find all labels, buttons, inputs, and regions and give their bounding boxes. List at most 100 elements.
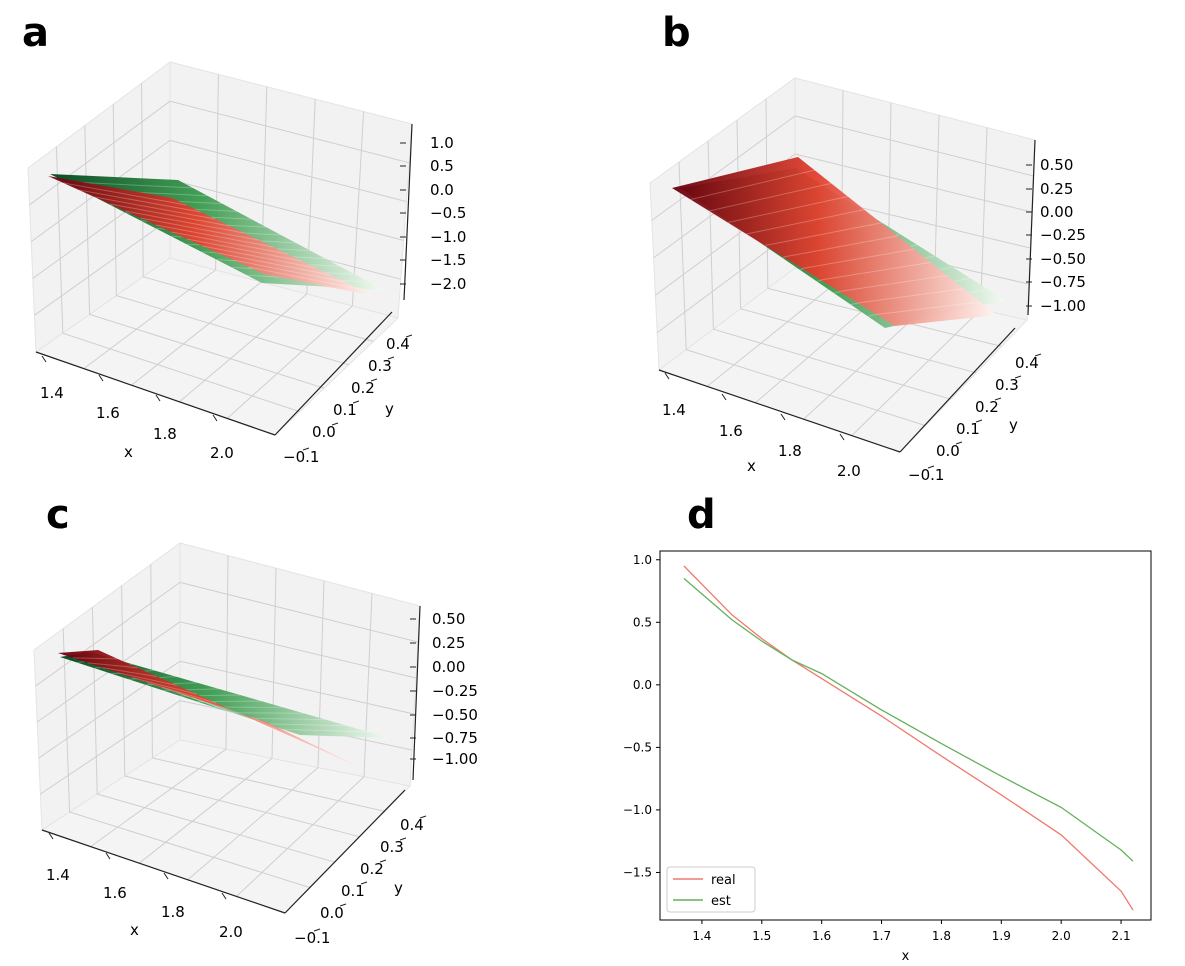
x-tick-label: 1.6 (719, 422, 743, 440)
y-tick-mark (399, 837, 407, 841)
est-facet-line (231, 712, 305, 714)
y-tick-label: 0.3 (368, 357, 392, 375)
grid-line (62, 332, 300, 413)
panel-a-surface-plot: 1.4 1.6 1.8 2.0 x −0.1 0.0 0.1 0.2 0.3 0.4 y 1.0 0.5 0… (27, 61, 466, 466)
y-tick-label: 0.0 (320, 904, 344, 922)
x-axis-label: x (902, 949, 910, 964)
x-tick-label: 1.9 (992, 929, 1011, 943)
real-facet-line (746, 209, 865, 235)
grid-line (706, 278, 842, 387)
z-tick-label: 0.25 (432, 634, 465, 652)
grid-line (83, 269, 216, 370)
y-tick-mark (352, 400, 360, 404)
z-tick-label: −0.25 (432, 682, 478, 700)
real-facet-line (147, 682, 217, 704)
real-facet-line (801, 248, 915, 269)
grid-line (851, 309, 981, 436)
z-tick-label: 0.00 (432, 658, 465, 676)
x-tick-label: 1.8 (153, 425, 177, 443)
real-facet-line (857, 288, 964, 304)
x-axis-label: x (130, 921, 139, 939)
grid-line (35, 581, 181, 687)
z-tick-label: 0.50 (432, 610, 465, 628)
y-tick-mark (339, 903, 347, 907)
y-tick-mark (331, 422, 339, 426)
y-tick-mark (994, 397, 1002, 401)
y-tick-mark (379, 859, 387, 863)
real-facet-line (87, 662, 138, 669)
grid-line (124, 775, 361, 838)
grid-line (131, 281, 262, 386)
x-axis-label: x (124, 443, 133, 461)
real-facet-line (764, 222, 882, 246)
x-axis-line (41, 829, 286, 914)
grid-line (29, 100, 171, 206)
z-tick-label: −1.5 (430, 251, 466, 269)
y-tick-mark (1014, 375, 1022, 379)
z-tick-label: −1.0 (430, 228, 466, 246)
y-tick-label: 0.4 (1015, 354, 1039, 372)
z-axis-line (1027, 139, 1036, 316)
real-facet-line (221, 706, 316, 748)
x-tick-label: 2.0 (837, 462, 861, 480)
real-facet-line (217, 252, 331, 276)
grid-line (980, 127, 988, 310)
y-axis-label: y (385, 400, 394, 418)
real-surface (58, 650, 374, 774)
y-tick-mark (313, 928, 321, 932)
grid-line (169, 139, 407, 203)
grid-line (152, 757, 386, 812)
y-tick-label: 0.0 (936, 442, 960, 460)
real-facet-line (102, 667, 158, 678)
x-tick-label: 1.4 (40, 384, 64, 402)
real-facet-line (783, 235, 898, 258)
real-facet-line (839, 275, 948, 292)
y-tick-mark (370, 378, 378, 382)
real-facet-line (63, 182, 187, 206)
x-tick-mark (212, 414, 218, 422)
est-facet-line (265, 723, 348, 727)
grid-line (794, 115, 1034, 177)
y-tick-label: 0.1 (341, 882, 365, 900)
y-axis-line (899, 327, 1016, 453)
grid-line (678, 161, 687, 350)
x-axis-line (658, 369, 901, 453)
real-facet-line (250, 716, 355, 766)
x-tick-mark (163, 872, 169, 880)
real-surface (672, 157, 997, 326)
x-tick-label: 1.4 (662, 401, 686, 419)
y-tick-label: 0.5 (633, 615, 652, 629)
grid-line (143, 276, 374, 342)
y-tick-mark (1034, 353, 1042, 357)
real-facet-line (709, 182, 832, 212)
grid-line (150, 564, 153, 759)
grid-line (686, 349, 926, 427)
y-axis-line (284, 789, 406, 914)
grid-line (707, 140, 714, 330)
series-line-real (683, 565, 1134, 911)
x-tick-mark (41, 355, 47, 363)
y-tick-label: 0.1 (333, 401, 357, 419)
y-tick-label: 0.3 (380, 838, 404, 856)
real-facet-line (186, 238, 302, 262)
z-tick-label: 1.0 (430, 134, 454, 152)
y-tick-label: −0.1 (908, 466, 944, 484)
y-tick-label: −1.5 (623, 865, 652, 879)
y-axis-line (274, 311, 393, 436)
grid-line (169, 179, 404, 241)
z-tick-label: 0.5 (430, 157, 454, 175)
legend-label-real: real (711, 873, 736, 888)
z-tick-label: −0.75 (1040, 273, 1086, 291)
grid-line (169, 100, 410, 164)
y-tick-label: 1.0 (633, 553, 652, 567)
z-tick-label: −0.50 (432, 706, 478, 724)
x-tick-label: 1.6 (96, 404, 120, 422)
grid-line (794, 153, 1032, 213)
y-tick-label: 0.4 (400, 816, 424, 834)
grid-line (84, 125, 91, 315)
real-facet-line (78, 189, 201, 213)
real-facet-line (94, 196, 216, 220)
x-tick-mark (721, 393, 727, 401)
real-facet-line (206, 701, 296, 740)
grid-line (91, 607, 98, 795)
